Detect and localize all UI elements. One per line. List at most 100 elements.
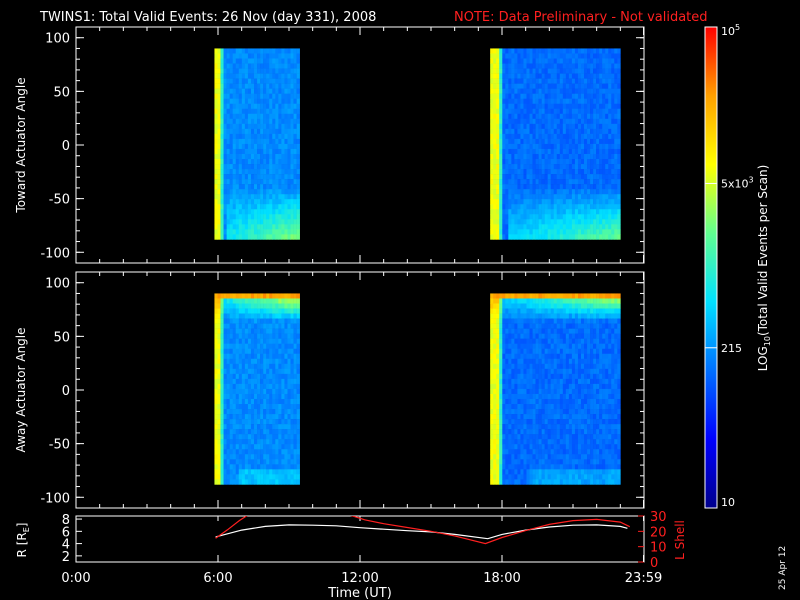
- heatmap-cell: [617, 204, 621, 210]
- heatmap-cell: [232, 48, 237, 54]
- heatmap-cell: [541, 363, 545, 370]
- heatmap-cell: [529, 444, 533, 450]
- heatmap-cell: [499, 164, 503, 170]
- heatmap-cell: [226, 123, 230, 130]
- heatmap-cell: [520, 204, 524, 210]
- heatmap-cell: [556, 318, 561, 324]
- heatmap-cell: [290, 153, 294, 160]
- heatmap-cell: [559, 444, 564, 450]
- heatmap-cell: [596, 179, 600, 185]
- heatmap-cell: [490, 439, 494, 445]
- heatmap-cell: [278, 169, 282, 175]
- heatmap-cell: [226, 159, 230, 165]
- heatmap-cell: [263, 113, 267, 120]
- heatmap-cell: [272, 404, 276, 410]
- heatmap-cell: [247, 338, 252, 344]
- heatmap-cell: [226, 459, 230, 465]
- heatmap-cell: [568, 459, 573, 465]
- heatmap-cell: [532, 103, 536, 110]
- heatmap-cell: [293, 159, 297, 165]
- heatmap-cell: [523, 83, 527, 89]
- heatmap-cell: [278, 98, 282, 105]
- heatmap-cell: [532, 189, 536, 195]
- heatmap-cell: [614, 229, 618, 235]
- heatmap-cell: [244, 449, 249, 455]
- heatmap-cell: [590, 204, 594, 210]
- heatmap-cell: [244, 189, 249, 195]
- heatmap-cell: [541, 133, 545, 140]
- heatmap-cell: [296, 353, 300, 360]
- heatmap-cell: [617, 73, 621, 79]
- heatmap-cell: [241, 88, 246, 94]
- heatmap-cell: [571, 328, 576, 334]
- heatmap-cell: [493, 313, 497, 319]
- heatmap-cell: [547, 224, 552, 230]
- heatmap-cell: [562, 174, 567, 180]
- heatmap-cell: [541, 469, 545, 475]
- heatmap-cell: [278, 298, 282, 304]
- heatmap-cell: [266, 229, 270, 235]
- heatmap-cell: [250, 409, 255, 415]
- heatmap-cell: [290, 328, 294, 334]
- heatmap-cell: [214, 98, 218, 105]
- heatmap-cell: [523, 174, 527, 180]
- heatmap-cell: [538, 388, 542, 395]
- heatmap-cell: [238, 378, 243, 385]
- heatmap-cell: [260, 368, 264, 375]
- heatmap-cell: [565, 404, 570, 410]
- heatmap-cell: [278, 368, 282, 375]
- heatmap-cell: [244, 303, 249, 309]
- heatmap-cell: [511, 179, 515, 185]
- heatmap-cell: [250, 308, 255, 314]
- heatmap-cell: [502, 298, 506, 304]
- heatmap-cell: [266, 338, 270, 344]
- heatmap-cell: [293, 63, 297, 69]
- heatmap-cell: [499, 169, 503, 175]
- heatmap-cell: [235, 293, 240, 299]
- heatmap-cell: [614, 199, 618, 205]
- heatmap-cell: [550, 148, 555, 155]
- heatmap-cell: [614, 224, 618, 230]
- heatmap-cell: [541, 179, 545, 185]
- heatmap-cell: [587, 123, 591, 130]
- heatmap-cell: [287, 138, 291, 145]
- heatmap-cell: [269, 234, 273, 240]
- heatmap-cell: [547, 454, 552, 460]
- heatmap-cell: [562, 298, 567, 304]
- heatmap-cell: [535, 164, 539, 170]
- heatmap-cell: [511, 133, 515, 140]
- heatmap-cell: [220, 174, 224, 180]
- heatmap-cell: [520, 209, 524, 215]
- heatmap-cell: [535, 419, 539, 425]
- heatmap-cell: [263, 209, 267, 215]
- chart-title: TWINS1: Total Valid Events: 26 Nov (day …: [39, 10, 376, 25]
- heatmap-cell: [547, 63, 552, 69]
- heatmap-cell: [532, 204, 536, 210]
- heatmap-cell: [293, 459, 297, 465]
- heatmap-cell: [281, 199, 285, 205]
- heatmap-cell: [278, 88, 282, 94]
- heatmap-cell: [281, 358, 285, 365]
- heatmap-cell: [526, 308, 530, 314]
- heatmap-cell: [602, 224, 606, 230]
- heatmap-cell: [254, 303, 258, 309]
- heatmap-cell: [260, 143, 264, 150]
- heatmap-cell: [284, 133, 288, 140]
- heatmap-cell: [293, 103, 297, 110]
- heatmap-cell: [263, 464, 267, 470]
- heatmap-cell: [574, 414, 579, 420]
- heatmap-cell: [226, 164, 230, 170]
- heatmap-cell: [541, 293, 545, 299]
- heatmap-cell: [596, 68, 600, 74]
- heatmap-cell: [526, 363, 530, 370]
- heatmap-cell: [538, 108, 542, 115]
- heatmap-cell: [250, 68, 255, 74]
- heatmap-cell: [284, 98, 288, 105]
- heatmap-cell: [532, 118, 536, 125]
- heatmap-cell: [260, 303, 264, 309]
- heatmap-cell: [580, 48, 585, 54]
- heatmap-cell: [511, 103, 515, 110]
- heatmap-cell: [244, 318, 249, 324]
- heatmap-cell: [220, 293, 224, 299]
- heatmap-cell: [502, 199, 506, 205]
